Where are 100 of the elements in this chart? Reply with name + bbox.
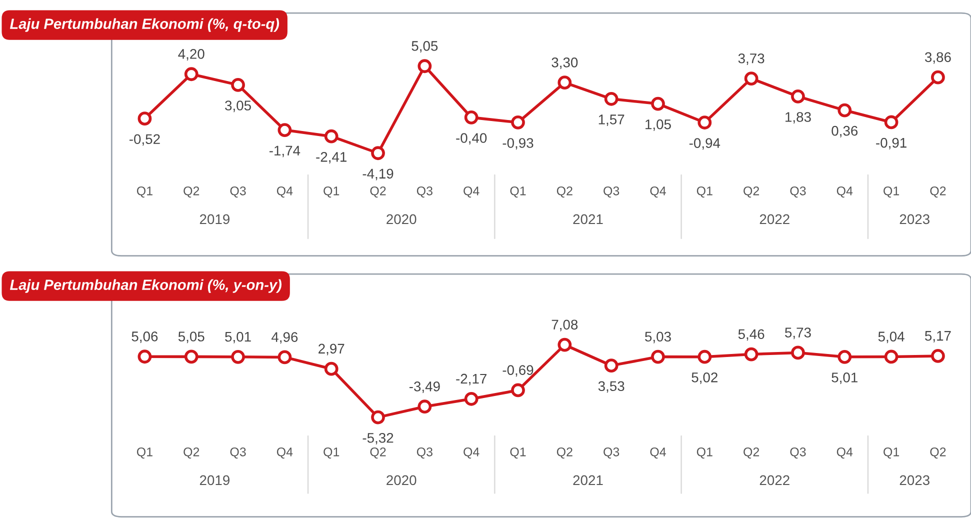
data-label: 5,17 xyxy=(925,331,951,342)
x-tick-label: Q3 xyxy=(790,186,806,198)
data-label: -0,69 xyxy=(502,365,534,377)
data-label: 5,01 xyxy=(225,332,251,344)
data-label: 5,46 xyxy=(738,329,764,341)
point xyxy=(418,400,432,414)
point xyxy=(184,67,198,82)
data-label: 7,08 xyxy=(552,320,578,332)
text: 2020 xyxy=(386,214,416,224)
point xyxy=(138,112,152,126)
x-tick-label: Q1 xyxy=(136,186,152,198)
data-label: 5,05 xyxy=(412,41,438,53)
point xyxy=(558,76,572,90)
point xyxy=(651,96,665,111)
point xyxy=(838,350,852,364)
text: 2021 xyxy=(573,475,603,486)
x-tick-label: Q2 xyxy=(744,447,760,459)
text: 2022 xyxy=(760,214,790,224)
data-label: 3,30 xyxy=(552,58,578,69)
data-label: 2,97 xyxy=(318,344,344,356)
x-tick-label: Q1 xyxy=(510,186,526,198)
point xyxy=(698,350,712,364)
x-tick-label: Q3 xyxy=(416,447,432,459)
point xyxy=(418,59,432,74)
point xyxy=(278,123,292,137)
point xyxy=(884,350,898,364)
point xyxy=(604,358,618,373)
x-tick-label: Q3 xyxy=(604,186,620,198)
text: 2023 xyxy=(900,214,930,224)
x-tick-label: Q1 xyxy=(696,447,712,459)
x-tick-label: Q1 xyxy=(696,186,712,198)
x-tick-label: Q2 xyxy=(184,186,200,198)
x-tick-label: Q4 xyxy=(650,447,666,459)
point xyxy=(371,410,385,424)
point xyxy=(791,89,805,104)
x-tick-label: Q1 xyxy=(324,447,340,459)
x-tick-label: Q4 xyxy=(650,186,666,198)
point xyxy=(324,362,338,376)
point xyxy=(464,392,478,406)
data-label: 3,05 xyxy=(225,100,251,112)
point xyxy=(558,338,572,352)
point xyxy=(744,347,758,362)
data-label: 1,05 xyxy=(646,119,671,131)
point xyxy=(511,115,525,130)
data-label: 4,96 xyxy=(271,332,298,344)
data-label: 4,20 xyxy=(178,49,204,61)
point xyxy=(324,129,338,144)
text: 2022 xyxy=(760,475,790,486)
point xyxy=(651,350,665,364)
text: 2023 xyxy=(900,475,930,486)
x-tick-label: Q1 xyxy=(136,447,152,459)
x-tick-label: Q3 xyxy=(230,447,246,459)
data-label: 3,73 xyxy=(738,53,764,65)
x-tick-label: Q3 xyxy=(416,186,432,198)
x-tick-label: Q2 xyxy=(930,186,946,198)
point xyxy=(138,350,152,364)
x-tick-label: Q2 xyxy=(370,186,386,198)
point xyxy=(791,346,805,360)
chart-title: Laju Pertumbuhan Ekonomi (%, y-on-y) xyxy=(10,279,282,293)
x-tick-label: Q4 xyxy=(836,447,853,459)
x-tick-label: Q2 xyxy=(556,186,572,198)
data-label: -0,91 xyxy=(876,138,906,150)
data-label: -4,19 xyxy=(362,168,394,180)
point xyxy=(184,350,198,364)
point xyxy=(604,92,618,106)
data-label: 5,03 xyxy=(645,332,671,344)
point xyxy=(884,115,898,130)
point xyxy=(231,350,245,364)
data-label: 5,02 xyxy=(692,372,718,384)
x-tick-label: Q1 xyxy=(884,447,900,459)
data-label: -0,93 xyxy=(502,138,534,150)
x-tick-label: Q4 xyxy=(276,447,293,459)
data-label: 0,36 xyxy=(832,126,858,138)
point xyxy=(744,72,758,86)
data-label: 1,83 xyxy=(786,112,811,124)
text: 2019 xyxy=(200,475,230,486)
text: 2019 xyxy=(200,214,230,224)
data-label: 1,57 xyxy=(598,114,624,126)
point xyxy=(838,103,852,118)
data-label: -0,40 xyxy=(456,133,487,145)
point xyxy=(698,116,712,130)
chart-title: Laju Pertumbuhan Ekonomi (%, q-to-q) xyxy=(10,18,280,32)
text: 2021 xyxy=(573,214,603,224)
data-label: -2,41 xyxy=(316,152,347,164)
x-tick-label: Q2 xyxy=(556,447,572,459)
x-tick-label: Q4 xyxy=(836,186,853,198)
x-tick-label: Q2 xyxy=(370,447,386,459)
x-tick-label: Q2 xyxy=(930,447,946,459)
data-label: 5,06 xyxy=(132,332,158,344)
point xyxy=(464,110,478,124)
data-label: -5,32 xyxy=(362,432,394,444)
data-label: -2,17 xyxy=(456,374,486,386)
data-label: 3,53 xyxy=(598,381,624,393)
x-tick-label: Q3 xyxy=(790,447,806,459)
data-label: 5,01 xyxy=(832,372,858,384)
point xyxy=(371,146,385,160)
text: 2020 xyxy=(386,475,416,486)
data-label: -1,74 xyxy=(269,146,300,158)
point xyxy=(511,383,525,398)
data-label: -0,52 xyxy=(129,134,160,146)
